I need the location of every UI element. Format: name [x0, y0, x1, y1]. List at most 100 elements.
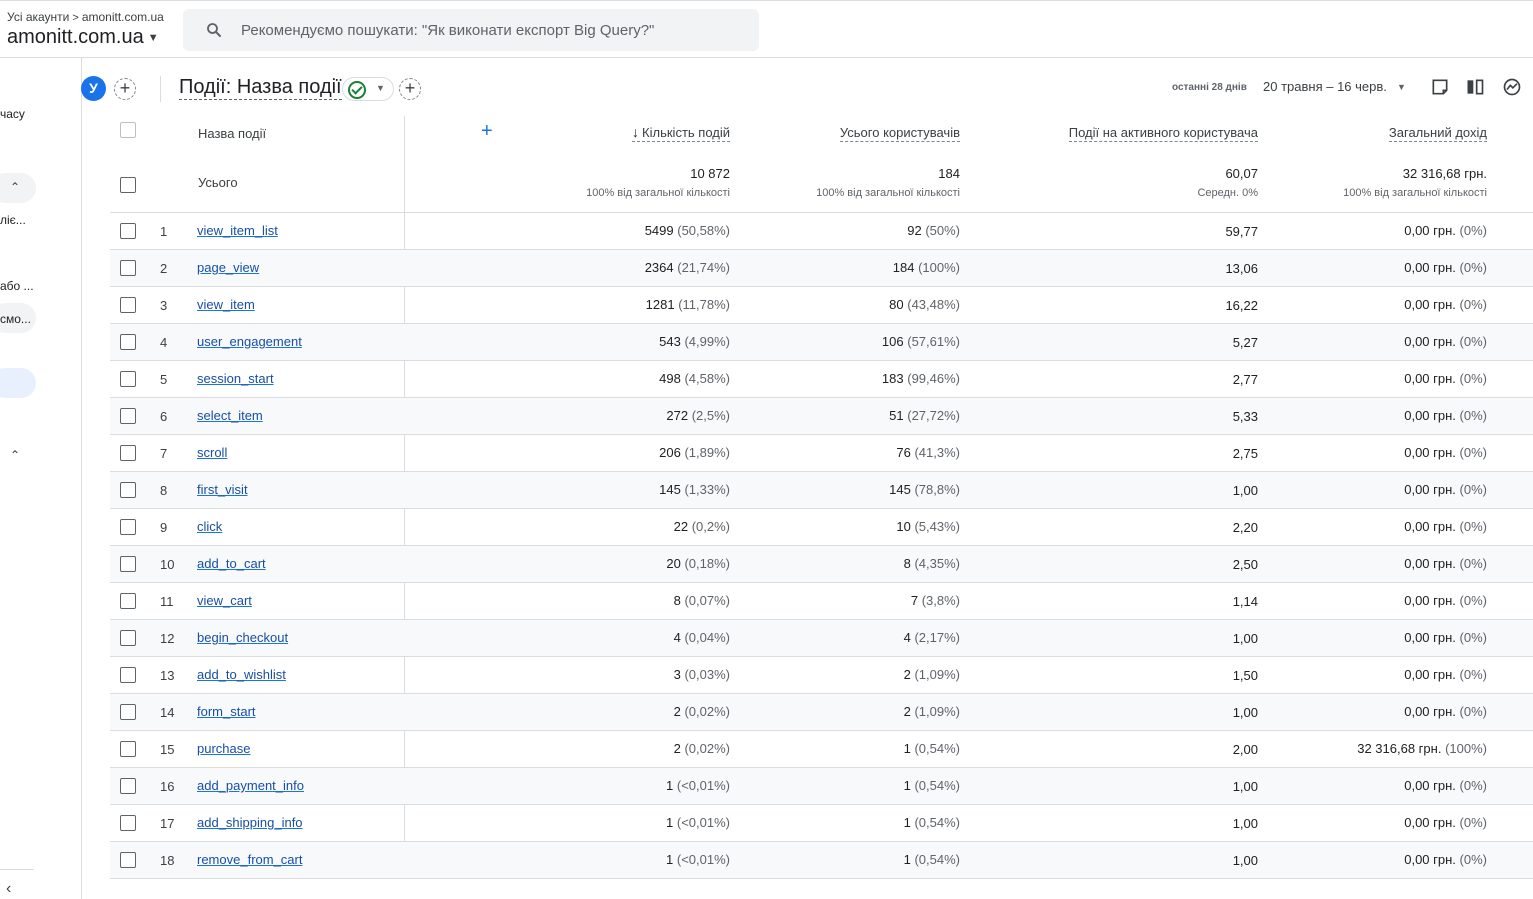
event-count-cell: 1 (<0,01%) [666, 778, 730, 793]
nav-selected-pill[interactable] [0, 368, 36, 398]
nav-item-pill[interactable] [0, 303, 36, 333]
row-checkbox[interactable] [120, 815, 136, 831]
search-input[interactable] [241, 9, 741, 51]
total-revenue: 32 316,68 грн. [1402, 166, 1487, 181]
breadcrumb-root[interactable]: Усі акаунти [7, 10, 70, 24]
collapse-nav-icon[interactable]: ‹ [6, 880, 12, 897]
users-pct: (2,17%) [914, 630, 960, 645]
users-pct: (1,09%) [914, 667, 960, 682]
nav-item-4[interactable]: смо... [0, 312, 31, 326]
event-count: 8 [673, 593, 681, 608]
event-name-link[interactable]: session_start [197, 371, 274, 386]
add-dimension-icon[interactable]: + [481, 120, 493, 142]
event-name-link[interactable]: scroll [197, 445, 228, 460]
row-checkbox[interactable] [120, 778, 136, 794]
compare-columns-icon[interactable] [1465, 77, 1485, 97]
revenue-cell: 0,00 грн. (0%) [1404, 630, 1487, 645]
revenue-value: 0,00 грн. [1404, 482, 1456, 497]
row-checkbox[interactable] [120, 223, 136, 239]
report-status-chip[interactable]: ▼ [342, 77, 394, 101]
event-name-link[interactable]: purchase [197, 741, 251, 756]
totals-checkbox[interactable] [120, 177, 136, 193]
row-checkbox[interactable] [120, 445, 136, 461]
breadcrumb[interactable]: Усі акаунти > amonitt.com.ua [7, 10, 164, 24]
row-checkbox[interactable] [120, 556, 136, 572]
row-checkbox[interactable] [120, 704, 136, 720]
event-name-link[interactable]: remove_from_cart [197, 852, 303, 867]
event-name-link[interactable]: add_to_wishlist [197, 667, 286, 682]
row-checkbox[interactable] [120, 593, 136, 609]
chevron-up-icon[interactable]: ⌃ [10, 448, 21, 462]
search-bar[interactable] [183, 9, 759, 51]
row-checkbox[interactable] [120, 667, 136, 683]
row-checkbox[interactable] [120, 741, 136, 757]
row-checkbox[interactable] [120, 630, 136, 646]
search-icon[interactable] [205, 21, 223, 39]
row-checkbox[interactable] [120, 482, 136, 498]
date-range-label[interactable]: останні 28 днів [1172, 82, 1247, 93]
event-name-link[interactable]: select_item [197, 408, 263, 423]
revenue-value: 0,00 грн. [1404, 667, 1456, 682]
column-header-total-revenue[interactable]: Загальний дохід [1388, 125, 1487, 142]
row-index: 2 [160, 261, 168, 276]
revenue-pct: (0%) [1459, 704, 1487, 719]
date-range-value[interactable]: 20 травня – 16 черв. [1263, 79, 1387, 94]
event-name-link[interactable]: add_shipping_info [197, 815, 303, 830]
event-name-link[interactable]: view_cart [197, 593, 252, 608]
events-per-user-cell: 5,27 [1232, 335, 1258, 350]
add-comparison-button[interactable]: + [114, 78, 136, 100]
nav-item-2[interactable]: лiє... [0, 213, 26, 227]
event-count-cell: 3 (0,03%) [674, 667, 730, 682]
nav-item-3[interactable]: або ... [0, 279, 34, 293]
event-name-link[interactable]: user_engagement [197, 334, 302, 349]
caret-down-icon[interactable]: ▼ [147, 31, 159, 44]
users-pct: (0,54%) [914, 815, 960, 830]
row-checkbox[interactable] [120, 852, 136, 868]
column-header-events-per-user[interactable]: Події на активного користувача [1068, 125, 1258, 142]
add-filter-button[interactable]: + [399, 78, 421, 100]
event-name-link[interactable]: add_payment_info [197, 778, 304, 793]
row-checkbox[interactable] [120, 408, 136, 424]
event-name-link[interactable]: view_item_list [197, 223, 278, 238]
row-checkbox[interactable] [120, 260, 136, 276]
segment-avatar[interactable]: У [81, 76, 106, 101]
column-header-event-name[interactable]: Назва події [198, 126, 267, 141]
event-name-link[interactable]: form_start [197, 704, 256, 719]
chevron-up-icon[interactable]: ⌃ [10, 180, 21, 194]
users-count: 51 [889, 408, 904, 423]
annotation-icon[interactable] [1430, 77, 1450, 97]
insights-icon[interactable] [1502, 77, 1522, 97]
event-count-pct: (<0,01%) [676, 852, 730, 867]
revenue-value: 0,00 грн. [1404, 630, 1456, 645]
column-header-event-count[interactable]: ↓ Кількість подій [632, 124, 730, 142]
event-name-link[interactable]: add_to_cart [197, 556, 266, 571]
table-row: 15 purchase 2 (0,02%) 1 (0,54%) 2,00 32 316,6… [110, 731, 1533, 768]
revenue-pct: (0%) [1459, 371, 1487, 386]
row-checkbox[interactable] [120, 297, 136, 313]
nav-item-1[interactable]: часу [0, 107, 25, 121]
table-header-row: Назва події + ↓ Кількість подій Усього ко… [110, 116, 1533, 154]
event-name-link[interactable]: first_visit [197, 482, 248, 497]
breadcrumb-property[interactable]: amonitt.com.ua [81, 10, 164, 24]
account-name[interactable]: amonitt.com.ua [7, 26, 144, 48]
revenue-cell: 0,00 грн. (0%) [1404, 852, 1487, 867]
revenue-pct: (0%) [1459, 593, 1487, 608]
event-name-link[interactable]: click [197, 519, 223, 534]
column-header-total-users[interactable]: Усього користувачів [839, 125, 960, 142]
event-name-link[interactable]: view_item [197, 297, 255, 312]
account-selector[interactable]: amonitt.com.ua ▼ [7, 26, 159, 49]
nav-collapse-pill[interactable] [0, 173, 36, 203]
report-title[interactable]: Події: Назва події [179, 76, 342, 100]
event-name-link[interactable]: page_view [197, 260, 260, 275]
total-users-cell: 10 (5,43%) [896, 519, 960, 534]
row-checkbox[interactable] [120, 334, 136, 350]
row-index: 6 [160, 409, 168, 424]
row-checkbox[interactable] [120, 371, 136, 387]
event-name-link[interactable]: begin_checkout [197, 630, 289, 645]
row-index: 14 [160, 705, 175, 720]
row-checkbox[interactable] [120, 519, 136, 535]
event-count-cell: 22 (0,2%) [674, 519, 730, 534]
select-all-checkbox[interactable] [120, 122, 136, 138]
caret-down-icon[interactable]: ▼ [1397, 82, 1406, 92]
revenue-cell: 0,00 грн. (0%) [1404, 704, 1487, 719]
